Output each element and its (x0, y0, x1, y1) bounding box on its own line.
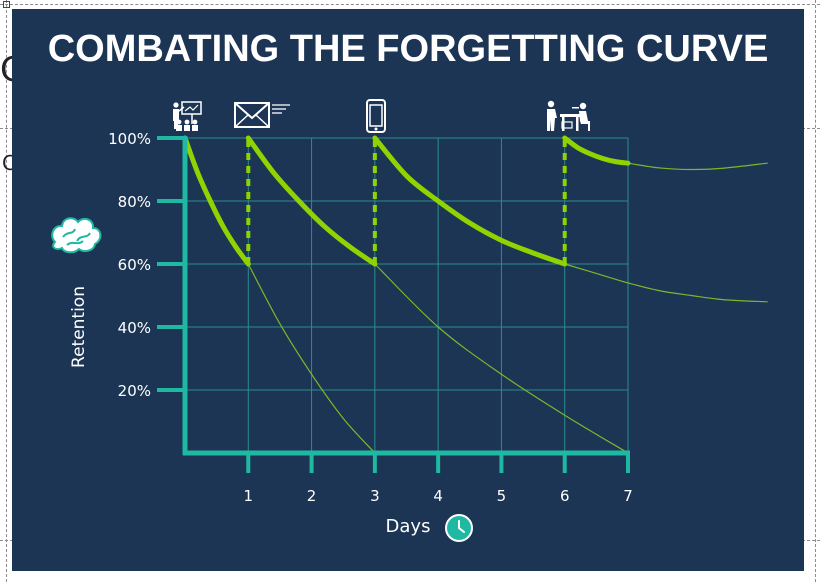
y-axis-label: Retention (69, 286, 89, 368)
review-markers (246, 138, 567, 264)
x-tick-label: 2 (307, 487, 317, 505)
series-line-decay-after-1 (247, 263, 376, 454)
series-line-review-2 (245, 135, 378, 267)
x-tick-label: 3 (370, 487, 380, 505)
slide[interactable]: COMBATING THE FORGETTING CURVE 1 2 3 4 5 6 7 20… (12, 9, 804, 571)
series-line-decay-after-3 (374, 263, 629, 454)
grid (185, 137, 629, 453)
chart-title: COMBATING THE FORGETTING CURVE (48, 28, 769, 70)
guide-line-left (6, 0, 7, 582)
presentation-icon (173, 101, 202, 131)
brain-icon (51, 217, 102, 254)
y-tick-label: 100% (108, 130, 151, 148)
series-line-review-4 (562, 135, 631, 166)
series-line-review-3 (372, 135, 568, 267)
retention-curves (182, 135, 631, 267)
y-tick-label: 60% (118, 256, 151, 274)
email-icon (234, 102, 290, 128)
x-tick-label: 6 (560, 487, 570, 505)
series-line-review-1 (182, 135, 251, 267)
y-tick-label: 20% (118, 382, 151, 400)
y-tick-label: 40% (118, 319, 151, 337)
chart: COMBATING THE FORGETTING CURVE 1 2 3 4 5 6 7 20… (48, 28, 769, 542)
series-line-decay-after-7 (627, 162, 768, 171)
x-tick-label: 4 (433, 487, 443, 505)
x-axis-label: Days (386, 516, 431, 537)
clock-icon (445, 514, 473, 542)
x-tick-label: 1 (244, 487, 254, 505)
selection-handle[interactable] (3, 1, 10, 8)
axes (157, 136, 630, 473)
series-line-decay-after-6 (564, 263, 768, 303)
guide-line-top (0, 4, 820, 5)
y-tick-label: 80% (118, 193, 151, 211)
decay-curves (247, 162, 768, 454)
x-tick-label: 5 (497, 487, 507, 505)
desk-meeting-icon (547, 100, 590, 131)
x-tick-label: 7 (623, 487, 633, 505)
mobile-phone-icon (366, 99, 386, 133)
tick-labels: 1 2 3 4 5 6 7 20% 40% 60% 80% 100% (108, 130, 633, 505)
guide-line-right (815, 0, 816, 582)
